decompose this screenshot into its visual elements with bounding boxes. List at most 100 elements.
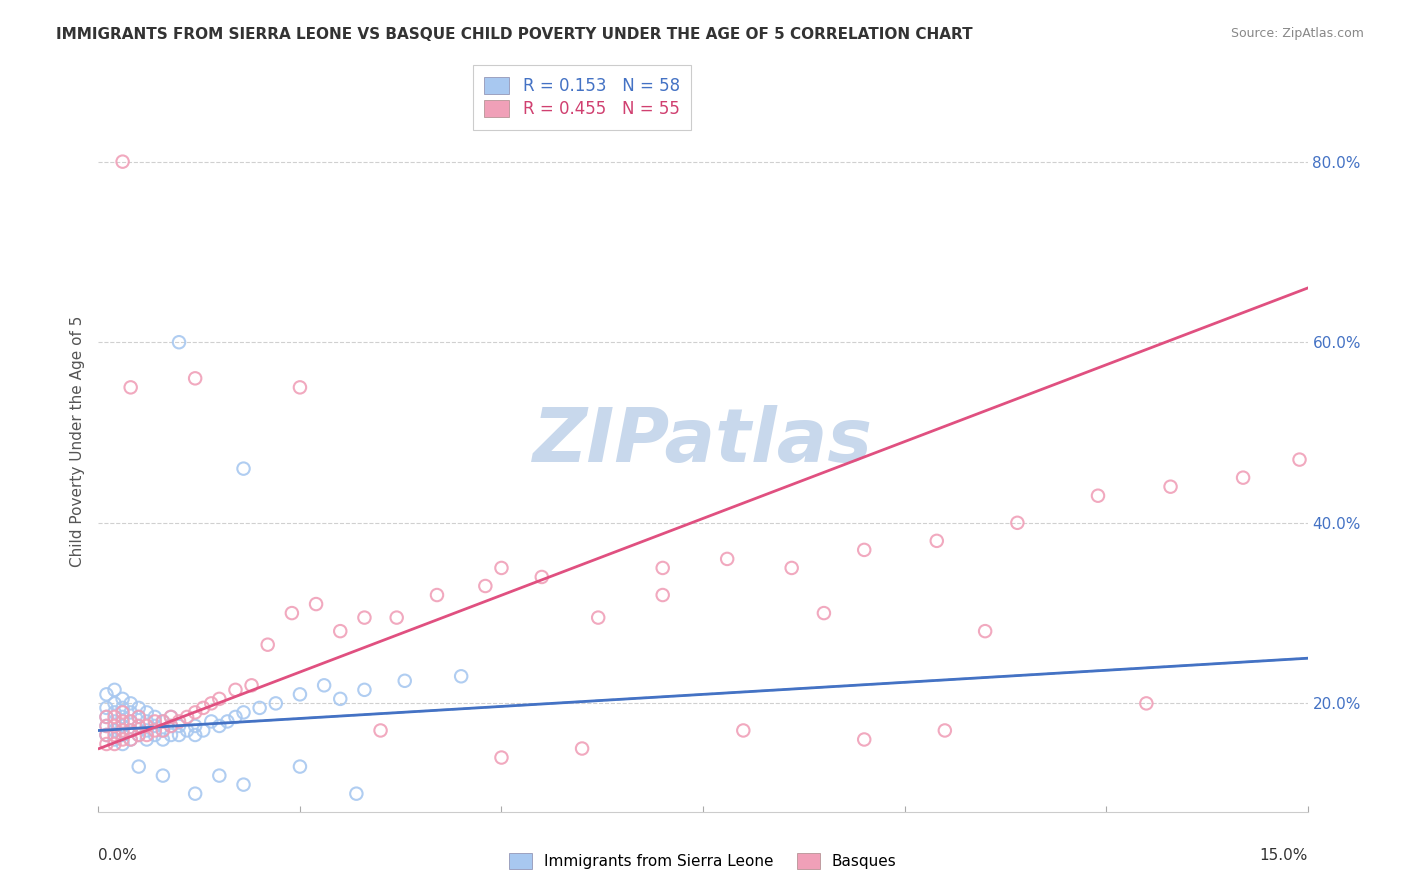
Point [394, 673, 416, 688]
Point [103, 728, 125, 742]
Point [167, 335, 190, 350]
Point [103, 719, 125, 733]
Point [143, 723, 166, 738]
Point [96, 719, 118, 733]
Point [200, 714, 222, 729]
Point [167, 714, 190, 729]
Point [232, 706, 254, 720]
Point [111, 728, 134, 742]
Point [344, 787, 367, 801]
Point [111, 691, 134, 706]
Point [208, 691, 231, 706]
Point [450, 669, 472, 683]
Point [135, 706, 157, 720]
Point [128, 710, 150, 724]
Point [288, 687, 311, 701]
Point [128, 759, 150, 773]
Point [1007, 516, 1029, 530]
Point [111, 701, 134, 715]
Point [120, 697, 142, 711]
Point [353, 682, 375, 697]
Point [288, 380, 311, 394]
Point [103, 710, 125, 724]
Point [184, 728, 207, 742]
Point [176, 723, 198, 738]
Point [120, 380, 142, 394]
Point [1135, 697, 1157, 711]
Text: 0.0%: 0.0% [98, 847, 138, 863]
Point [160, 719, 183, 733]
Point [491, 750, 513, 764]
Point [530, 570, 553, 584]
Point [128, 719, 150, 733]
Y-axis label: Child Poverty Under the Age of 5: Child Poverty Under the Age of 5 [69, 316, 84, 567]
Point [208, 719, 231, 733]
Point [184, 787, 207, 801]
Point [160, 710, 183, 724]
Point [111, 719, 134, 733]
Point [281, 606, 304, 620]
Point [120, 723, 142, 738]
Point [853, 732, 876, 747]
Point [208, 769, 231, 783]
Point [426, 588, 449, 602]
Point [184, 706, 207, 720]
Point [152, 723, 174, 738]
Point [934, 723, 956, 738]
Point [128, 728, 150, 742]
Point [111, 710, 134, 724]
Point [224, 710, 246, 724]
Point [385, 610, 408, 624]
Point [103, 723, 125, 738]
Point [571, 741, 593, 756]
Point [120, 706, 142, 720]
Point [974, 624, 997, 639]
Point [152, 714, 174, 729]
Point [474, 579, 496, 593]
Point [120, 732, 142, 747]
Point [111, 737, 134, 751]
Point [111, 154, 134, 169]
Point [217, 714, 239, 729]
Point [813, 606, 835, 620]
Point [176, 710, 198, 724]
Point [111, 732, 134, 747]
Point [128, 728, 150, 742]
Point [329, 691, 352, 706]
Point [103, 706, 125, 720]
Text: 15.0%: 15.0% [1260, 847, 1308, 863]
Point [135, 732, 157, 747]
Point [853, 542, 876, 557]
Text: IMMIGRANTS FROM SIERRA LEONE VS BASQUE CHILD POVERTY UNDER THE AGE OF 5 CORRELAT: IMMIGRANTS FROM SIERRA LEONE VS BASQUE C… [56, 27, 973, 42]
Point [370, 723, 392, 738]
Point [329, 624, 352, 639]
Point [224, 682, 246, 697]
Point [111, 714, 134, 729]
Point [128, 701, 150, 715]
Point [240, 678, 263, 692]
Point [232, 461, 254, 475]
Point [120, 732, 142, 747]
Point [152, 714, 174, 729]
Point [143, 710, 166, 724]
Point [152, 723, 174, 738]
Point [152, 769, 174, 783]
Point [143, 714, 166, 729]
Point [128, 710, 150, 724]
Point [249, 701, 271, 715]
Point [160, 728, 183, 742]
Point [96, 719, 118, 733]
Point [135, 723, 157, 738]
Point [152, 732, 174, 747]
Point [716, 552, 738, 566]
Legend: Immigrants from Sierra Leone, Basques: Immigrants from Sierra Leone, Basques [503, 847, 903, 875]
Point [256, 638, 278, 652]
Point [1087, 489, 1109, 503]
Point [232, 778, 254, 792]
Point [167, 728, 190, 742]
Point [305, 597, 328, 611]
Point [193, 701, 215, 715]
Point [288, 759, 311, 773]
Point [143, 728, 166, 742]
Point [167, 719, 190, 733]
